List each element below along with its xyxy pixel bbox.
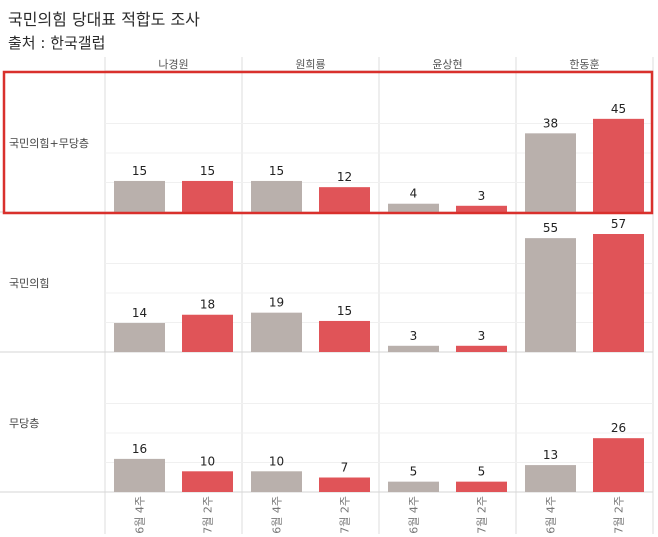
chart-title: 국민의힘 당대표 적합도 조사 bbox=[8, 10, 200, 29]
value-label: 16 bbox=[132, 442, 147, 456]
bar bbox=[388, 345, 439, 352]
value-label: 4 bbox=[410, 187, 418, 201]
tick-label: 6월 4주 bbox=[134, 496, 147, 534]
bar bbox=[114, 323, 165, 352]
value-label: 7 bbox=[341, 461, 349, 475]
value-label: 26 bbox=[611, 421, 626, 435]
candidate-label: 한동훈 bbox=[569, 58, 599, 71]
bar bbox=[319, 187, 370, 212]
value-label: 57 bbox=[611, 217, 626, 231]
value-label: 5 bbox=[478, 465, 486, 479]
bar bbox=[525, 238, 576, 352]
value-label: 3 bbox=[478, 189, 486, 203]
bar bbox=[182, 314, 233, 352]
candidate-label: 나경원 bbox=[158, 58, 188, 71]
tick-label: 6월 4주 bbox=[408, 496, 421, 534]
value-label: 5 bbox=[410, 465, 418, 479]
chart-subtitle: 출처 : 한국갤럽 bbox=[8, 34, 106, 52]
bar bbox=[319, 320, 370, 352]
candidate-label: 원희룡 bbox=[295, 58, 325, 71]
bar bbox=[456, 205, 507, 212]
value-label: 10 bbox=[200, 454, 215, 468]
row-label: 무당층 bbox=[9, 417, 39, 430]
value-label: 3 bbox=[478, 329, 486, 343]
tick-label: 7월 2주 bbox=[202, 496, 215, 534]
bar bbox=[388, 481, 439, 492]
bar bbox=[114, 458, 165, 492]
bar bbox=[525, 465, 576, 492]
row-label: 국민의힘 bbox=[9, 277, 49, 290]
value-label: 15 bbox=[337, 304, 352, 318]
value-label: 12 bbox=[337, 170, 352, 184]
bar bbox=[525, 133, 576, 212]
row-label: 국민의힘+무당층 bbox=[9, 137, 89, 150]
tick-label: 7월 2주 bbox=[613, 496, 626, 534]
bar bbox=[114, 180, 165, 212]
value-label: 3 bbox=[410, 329, 418, 343]
bar bbox=[593, 438, 644, 492]
bar bbox=[593, 234, 644, 352]
bar bbox=[251, 180, 302, 212]
bar bbox=[182, 471, 233, 492]
value-label: 14 bbox=[132, 306, 147, 320]
bar bbox=[251, 471, 302, 492]
value-label: 13 bbox=[543, 448, 558, 462]
bar bbox=[456, 481, 507, 492]
value-label: 19 bbox=[269, 296, 284, 310]
value-label: 15 bbox=[200, 164, 215, 178]
bar bbox=[319, 477, 370, 492]
tick-label: 7월 2주 bbox=[476, 496, 489, 534]
bar bbox=[388, 203, 439, 212]
tick-label: 6월 4주 bbox=[545, 496, 558, 534]
candidate-label: 윤상현 bbox=[432, 58, 462, 71]
value-label: 10 bbox=[269, 454, 284, 468]
value-label: 45 bbox=[611, 102, 626, 116]
bar bbox=[456, 345, 507, 352]
bar bbox=[182, 180, 233, 212]
value-label: 15 bbox=[269, 164, 284, 178]
bar bbox=[251, 312, 302, 352]
highlight-box bbox=[2, 70, 654, 215]
value-label: 18 bbox=[200, 298, 215, 312]
value-label: 15 bbox=[132, 164, 147, 178]
bar bbox=[593, 118, 644, 212]
tick-label: 7월 2주 bbox=[339, 496, 352, 534]
value-label: 38 bbox=[543, 116, 558, 130]
value-label: 55 bbox=[543, 221, 558, 235]
tick-label: 6월 4주 bbox=[271, 496, 284, 534]
